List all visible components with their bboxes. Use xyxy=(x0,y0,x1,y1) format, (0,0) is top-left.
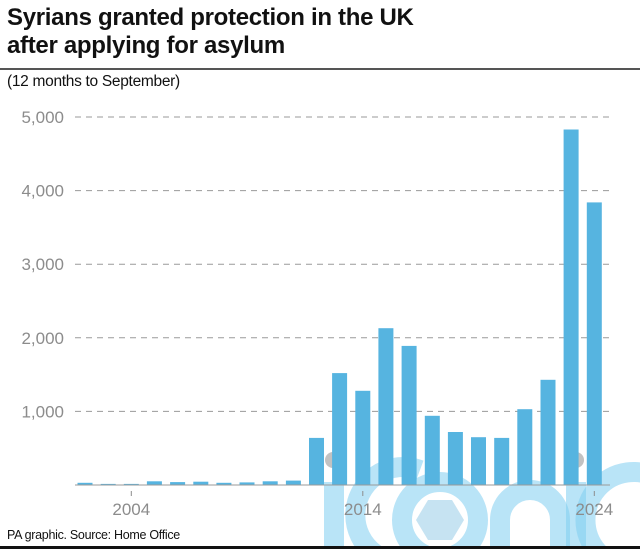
x-tick-label: 2024 xyxy=(575,500,613,519)
x-tick-label: 2004 xyxy=(112,500,150,519)
y-axis-tick-labels: 1,000 2,000 3,000 4,000 5,000 xyxy=(21,108,64,421)
bar-2010 xyxy=(262,481,278,485)
x-axis-ticks: 2004 2014 2024 xyxy=(112,491,613,519)
bar-2018 xyxy=(447,432,463,485)
bar-2006 xyxy=(170,482,186,485)
x-tick-label: 2014 xyxy=(344,500,382,519)
bar-2021 xyxy=(517,409,533,485)
y-tick-label: 2,000 xyxy=(21,329,64,348)
bar-2017 xyxy=(424,415,440,485)
bars xyxy=(77,129,602,485)
bar-2019 xyxy=(471,437,486,485)
title-divider xyxy=(0,68,640,70)
bar-2012 xyxy=(309,437,324,485)
bar-2005 xyxy=(146,481,162,485)
watermark-c2 xyxy=(575,462,640,549)
bar-2008 xyxy=(216,482,232,485)
bar-2022 xyxy=(540,379,556,485)
bar-2003 xyxy=(100,483,116,485)
watermark-n xyxy=(490,480,570,549)
watermark-i-stem xyxy=(324,482,344,549)
bar-2024 xyxy=(586,202,602,485)
bar-2002 xyxy=(77,482,93,485)
bar-2014 xyxy=(355,390,371,485)
bar-2009 xyxy=(239,482,255,485)
chart-subtitle: (12 months to September) xyxy=(7,73,180,90)
chart-title-line-1: Syrians granted protection in the UK xyxy=(7,4,414,31)
bar-2020 xyxy=(494,437,510,485)
chart-title-line-2: after applying for asylum xyxy=(7,32,285,59)
y-tick-label: 3,000 xyxy=(21,255,64,274)
bar-2015 xyxy=(378,328,394,485)
watermark-hexagon xyxy=(416,500,464,540)
source-note: PA graphic. Source: Home Office xyxy=(7,528,180,542)
bar-2007 xyxy=(193,481,209,485)
bar-2013 xyxy=(332,373,348,485)
y-tick-label: 5,000 xyxy=(21,108,64,127)
bar-2004 xyxy=(123,483,139,485)
bar-2011 xyxy=(285,480,301,485)
bar-2023 xyxy=(563,129,579,485)
watermark-o xyxy=(392,472,488,549)
bar-2016 xyxy=(401,345,417,485)
bottom-divider xyxy=(0,546,640,549)
gridlines xyxy=(75,116,610,412)
y-tick-label: 4,000 xyxy=(21,182,64,201)
chart-title: Syrians granted protection in the UK aft… xyxy=(7,4,627,60)
y-tick-label: 1,000 xyxy=(21,402,64,421)
